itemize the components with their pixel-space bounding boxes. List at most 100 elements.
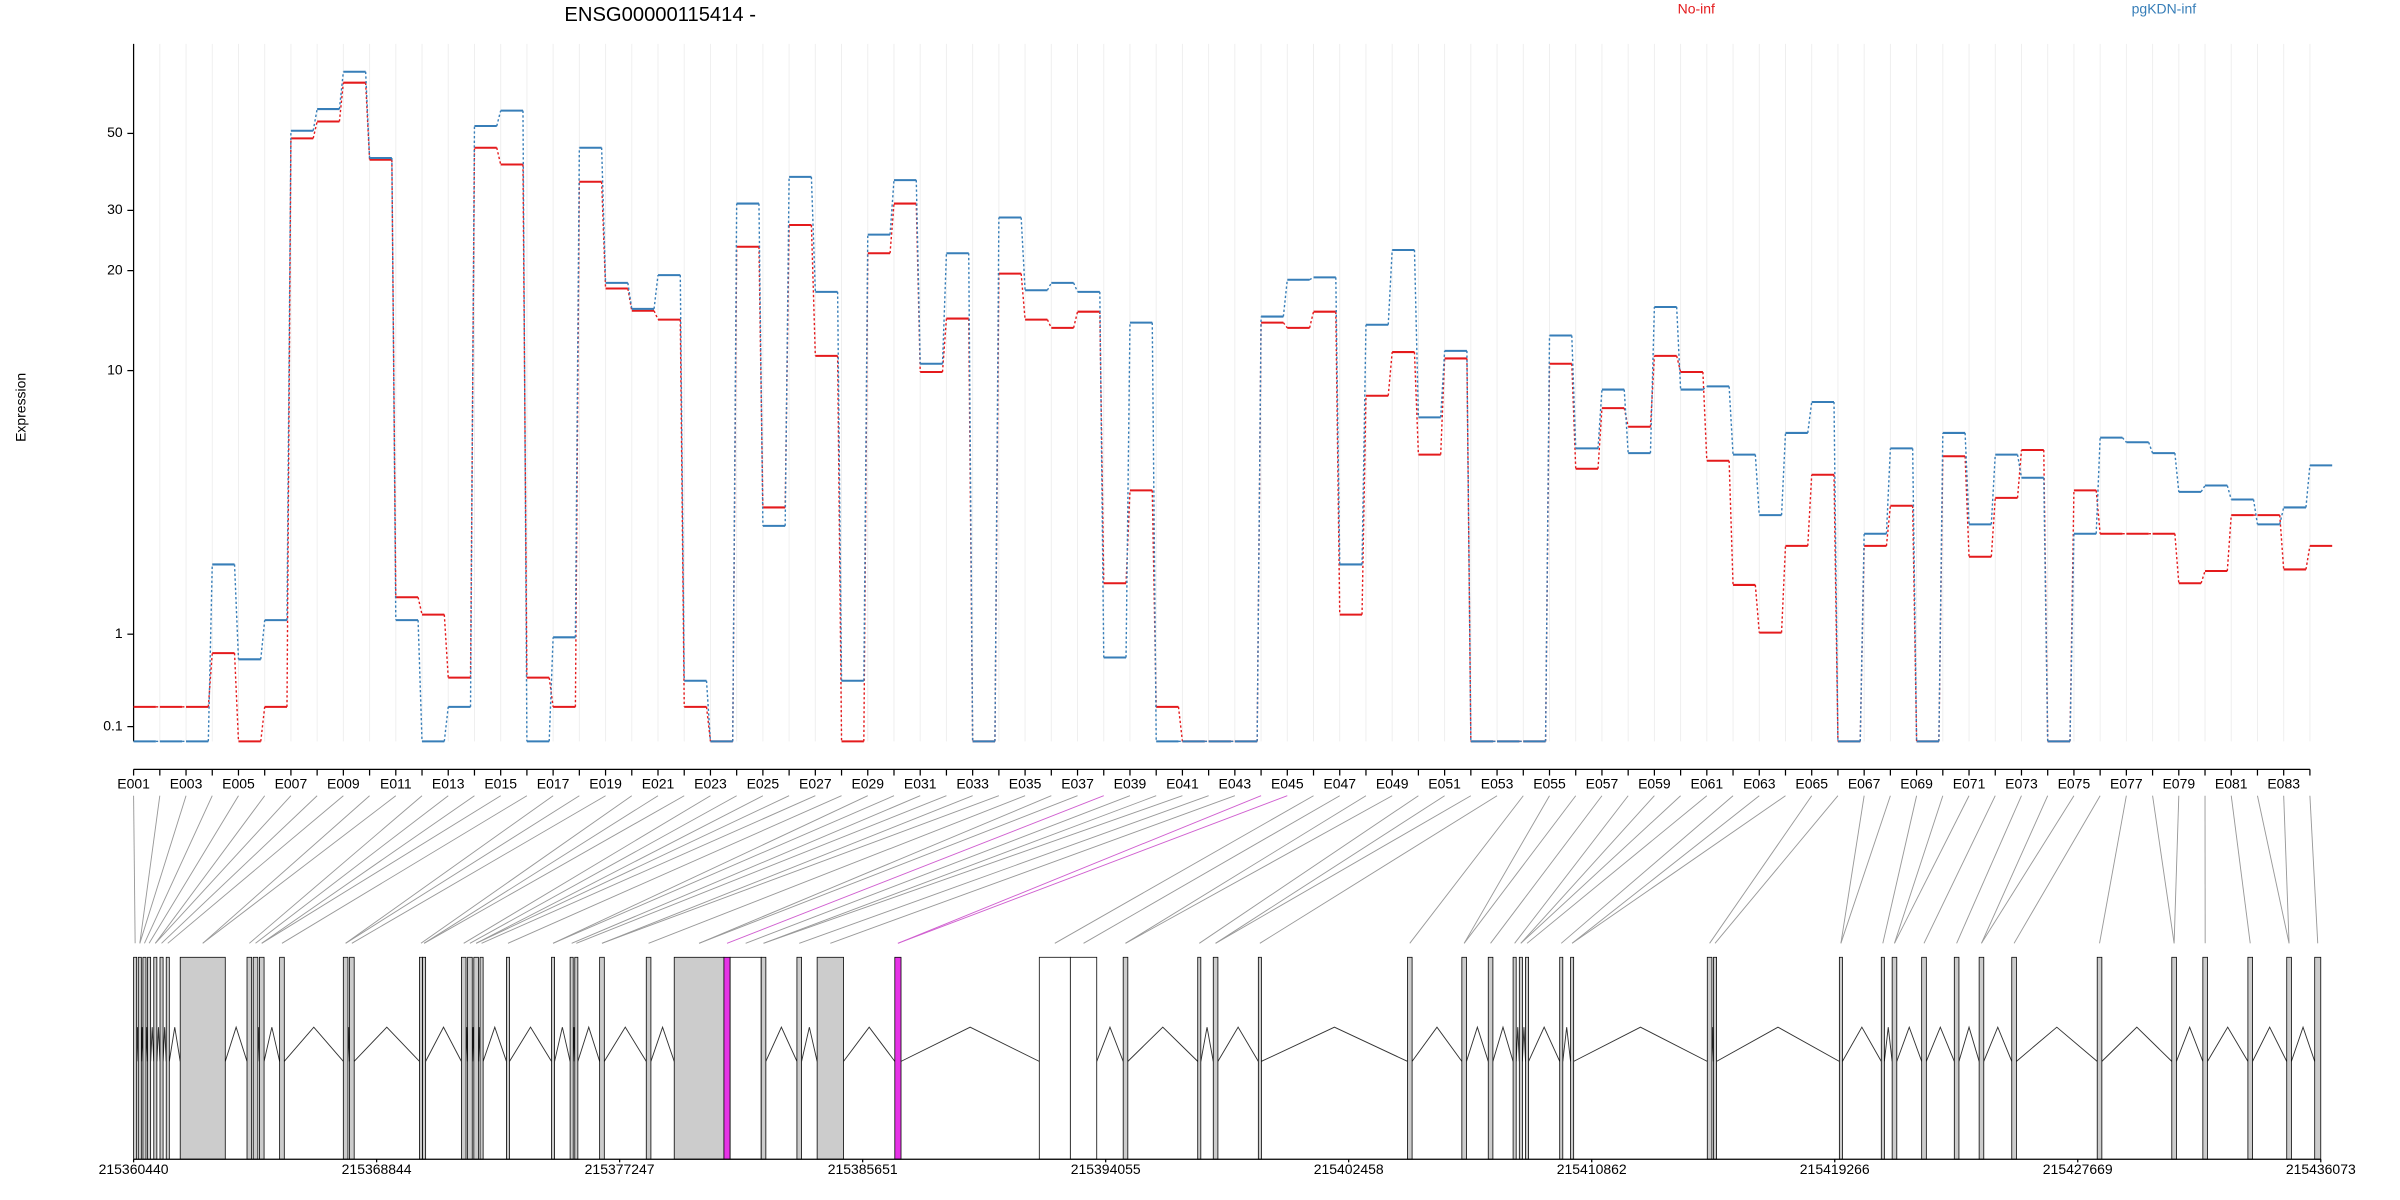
exon-link [571,795,921,944]
x-tick-label: E063 [1743,776,1776,792]
exon-link [154,795,292,944]
step-connector [1387,352,1393,396]
exon [252,956,259,1160]
exon-link [261,795,501,944]
step-connector [548,677,554,707]
x-tick-label: 215436073 [2286,1161,2356,1177]
exon-link [463,795,711,944]
step-connector [1571,363,1577,469]
x-tick-label: E021 [642,776,675,792]
step-connector [1099,291,1105,658]
step-connector [705,680,712,742]
x-tick-label: E035 [1009,776,1042,792]
exon [2314,956,2322,1160]
x-tick-label: E077 [2110,776,2143,792]
step-connector [207,564,213,742]
exon [1407,956,1413,1160]
exon-link [475,795,764,944]
x-tick-label: 215360440 [99,1161,169,1177]
y-tick-label: 20 [107,261,123,277]
step-connector [1439,350,1446,418]
exon-link [423,795,659,944]
step-connector [1597,408,1603,469]
step-connector [1439,358,1446,455]
exon-link [167,795,344,944]
intron [1261,1026,1408,1062]
exon-link [1956,795,2022,944]
step-connector [1597,389,1603,449]
exon-link [261,795,475,944]
x-tick-label: E039 [1114,776,1147,792]
intron [509,1026,552,1062]
exon [137,956,142,1160]
exon-link [1215,795,1472,944]
intron [765,1026,798,1062]
y-tick-label: 50 [107,124,123,140]
step-connector [2174,533,2180,584]
x-tick-label: E017 [537,776,570,792]
exon-link [2013,795,2101,944]
exon [2096,956,2103,1160]
exon [894,956,902,1160]
exon-link [1463,795,1577,944]
step-connector [968,253,974,742]
step-connector [417,620,423,742]
x-tick-label: 215410862 [1557,1161,1627,1177]
intron [1842,1026,1882,1062]
y-tick-label: 10 [107,361,123,377]
step-connector [810,176,817,292]
exon-link [1125,795,1367,944]
exon-link [1571,795,1786,944]
step-connector [260,706,266,742]
step-connector [627,282,633,309]
x-tick-label: E031 [904,776,937,792]
exon [729,956,762,1160]
step-connector [810,225,817,356]
x-tick-label: E019 [589,776,622,792]
exon-link [351,795,606,944]
exon [1880,956,1885,1160]
legend-label: pgKDN-inf [2132,0,2197,16]
exon [479,956,484,1160]
x-tick-label: E071 [1953,776,1986,792]
exon-link [2099,795,2127,944]
exon [1953,956,1960,1160]
step-connector [522,164,528,678]
exon [422,956,427,1160]
intron [1096,1025,1124,1062]
step-connector [1649,306,1656,454]
exon [1978,956,1985,1160]
step-connector [1807,401,1813,434]
x-tick-label: E083 [2267,776,2300,792]
exon-link [830,795,1236,944]
step-connector [364,82,371,160]
step-connector [784,176,790,526]
step-connector [1702,371,1708,461]
step-connector [1309,276,1314,281]
intron [900,1026,1040,1062]
x-tick-label: E053 [1481,776,1514,792]
exon [467,956,473,1160]
exon [473,956,479,1160]
exon [1257,956,1262,1160]
intron [577,1025,601,1062]
intron [2252,1026,2288,1062]
step-connector [2305,465,2311,508]
exon [1518,956,1523,1160]
x-tick-label: E057 [1586,776,1619,792]
step-connector [1990,454,1996,525]
step-connector [1833,401,1839,742]
x-tick-label: E001 [117,776,150,792]
step-connector [338,82,345,122]
exon [159,956,164,1160]
exon-link [1259,795,1498,944]
exon-link [148,795,239,944]
x-tick-label: E065 [1795,776,1828,792]
exon [1461,956,1467,1160]
exon [342,956,349,1160]
x-tick-label: E033 [956,776,989,792]
step-connector [679,319,685,707]
x-tick-label: E081 [2215,776,2248,792]
exon [599,956,605,1160]
exon-link [2257,795,2290,944]
